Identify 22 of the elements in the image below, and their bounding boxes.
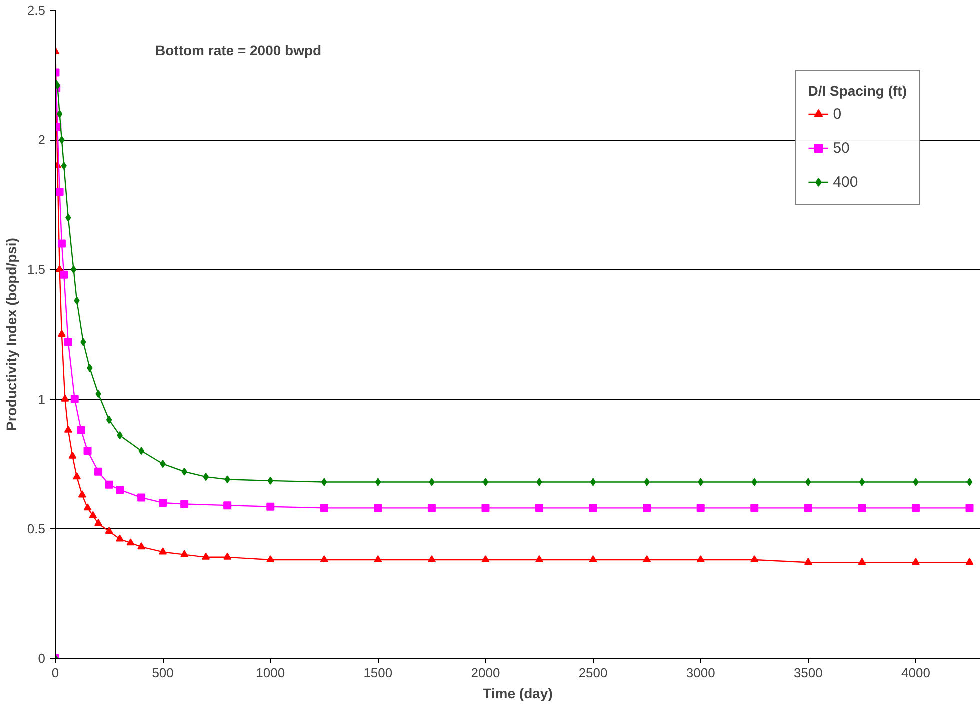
x-tick-label: 3500	[794, 666, 823, 680]
x-tick-label: 1000	[256, 666, 286, 680]
y-tick-label: 1	[38, 392, 46, 407]
y-tick-label: 0.5	[27, 521, 46, 536]
legend-label: 0	[833, 106, 843, 122]
x-tick-label: 2500	[578, 666, 608, 680]
x-tick-label: 0	[52, 666, 60, 680]
y-tick-label: 1.5	[27, 262, 46, 278]
x-tick-label: 2000	[471, 666, 500, 680]
x-tick-label: 3000	[686, 666, 716, 680]
legend-label: 50	[833, 140, 851, 156]
legend-title: D/I Spacing (ft)	[808, 83, 907, 99]
x-tick-label: 1500	[364, 666, 393, 680]
y-tick-label: 2	[38, 132, 46, 148]
legend-label: 400	[833, 174, 858, 190]
y-tick-label: 0	[38, 651, 46, 666]
y-tick-label: 2.5	[27, 3, 46, 18]
x-tick-label: 4000	[902, 666, 930, 680]
annotation: Bottom rate = 2000 bwpd	[156, 42, 322, 58]
x-tick-label: 500	[152, 666, 174, 680]
y-axis-title: Productivity Index (bopd/psi)	[3, 238, 20, 431]
x-axis-title: Time (day)	[483, 686, 553, 702]
